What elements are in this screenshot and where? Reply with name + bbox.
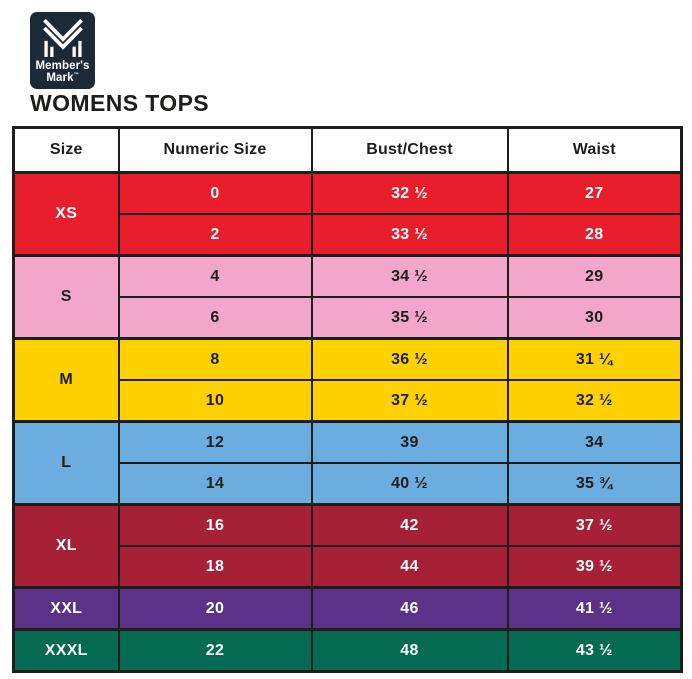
bust-chest-cell: 32 ½ bbox=[310, 171, 509, 215]
numeric-size-cell: 4 bbox=[117, 254, 313, 298]
table-row: XXL 20 46 41 ½ bbox=[12, 586, 683, 631]
numeric-size-cell: 14 bbox=[117, 462, 313, 506]
bust-chest-cell: 39 bbox=[310, 420, 509, 464]
page-title: WOMENS TOPS bbox=[30, 90, 210, 116]
size-label-xxl: XXL bbox=[12, 586, 120, 631]
bust-chest-cell: 35 ½ bbox=[310, 296, 509, 340]
waist-cell: 39 ½ bbox=[506, 545, 683, 589]
header-waist: Waist bbox=[506, 126, 683, 174]
table-row: L 12 39 34 bbox=[12, 420, 683, 506]
size-chart-container: Size Numeric Size Bust/Chest Waist XS 0 … bbox=[12, 126, 683, 673]
bust-chest-cell: 37 ½ bbox=[310, 379, 509, 423]
size-chart-table: Size Numeric Size Bust/Chest Waist XS 0 … bbox=[12, 126, 683, 673]
numeric-size-cell: 8 bbox=[117, 337, 313, 381]
bust-chest-cell: 46 bbox=[310, 586, 509, 631]
numeric-size-cell: 12 bbox=[117, 420, 313, 464]
bust-chest-cell: 33 ½ bbox=[310, 213, 509, 257]
table-row: S 4 34 ½ 29 bbox=[12, 254, 683, 340]
header-bust-chest: Bust/Chest bbox=[310, 126, 509, 174]
waist-cell: 41 ½ bbox=[506, 586, 683, 631]
size-label-xxxl: XXXL bbox=[12, 628, 120, 673]
brand-name: Member's Mark™ bbox=[35, 60, 89, 84]
members-mark-monogram-icon bbox=[42, 19, 83, 57]
table-row: XXXL 22 48 43 ½ bbox=[12, 628, 683, 673]
bust-chest-cell: 36 ½ bbox=[310, 337, 509, 381]
waist-cell: 31 ¼ bbox=[506, 337, 683, 381]
members-mark-logo: Member's Mark™ bbox=[30, 12, 95, 89]
size-label-xs: XS bbox=[12, 171, 120, 257]
size-label-xl: XL bbox=[12, 503, 120, 589]
table-row: 6 35 ½ 30 bbox=[13, 296, 683, 340]
table-row: XL 16 42 37 ½ bbox=[12, 503, 683, 589]
table-row: 14 40 ½ 35 ¾ bbox=[13, 462, 683, 506]
size-label-l: L bbox=[12, 420, 120, 506]
header-row: Size Numeric Size Bust/Chest Waist bbox=[12, 126, 683, 174]
bust-chest-cell: 42 bbox=[310, 503, 509, 547]
numeric-size-cell: 18 bbox=[117, 545, 313, 589]
header-numeric-size: Numeric Size bbox=[117, 126, 313, 174]
bust-chest-cell: 34 ½ bbox=[310, 254, 509, 298]
numeric-size-cell: 6 bbox=[117, 296, 313, 340]
size-label-m: M bbox=[12, 337, 120, 423]
table-row: 18 44 39 ½ bbox=[13, 545, 683, 589]
bust-chest-cell: 44 bbox=[310, 545, 509, 589]
waist-cell: 29 bbox=[506, 254, 683, 298]
numeric-size-cell: 16 bbox=[117, 503, 313, 547]
brand-line2: Mark™ bbox=[46, 72, 79, 85]
table-row: M 8 36 ½ 31 ¼ bbox=[12, 337, 683, 423]
brand-line1: Member's bbox=[35, 60, 90, 72]
waist-cell: 32 ½ bbox=[506, 379, 683, 423]
bust-chest-cell: 48 bbox=[310, 628, 509, 673]
trademark-symbol: ™ bbox=[73, 72, 79, 79]
waist-cell: 27 bbox=[506, 171, 683, 215]
size-label-s: S bbox=[12, 254, 120, 340]
header-size: Size bbox=[12, 126, 120, 174]
waist-cell: 30 bbox=[506, 296, 683, 340]
numeric-size-cell: 2 bbox=[117, 213, 313, 257]
waist-cell: 28 bbox=[506, 213, 683, 257]
waist-cell: 34 bbox=[506, 420, 683, 464]
table-row: 2 33 ½ 28 bbox=[13, 213, 683, 257]
bust-chest-cell: 40 ½ bbox=[310, 462, 509, 506]
waist-cell: 37 ½ bbox=[506, 503, 683, 547]
waist-cell: 35 ¾ bbox=[506, 462, 683, 506]
waist-cell: 43 ½ bbox=[506, 628, 683, 673]
table-row: 10 37 ½ 32 ½ bbox=[13, 379, 683, 423]
numeric-size-cell: 0 bbox=[117, 171, 313, 215]
numeric-size-cell: 22 bbox=[117, 628, 313, 673]
numeric-size-cell: 10 bbox=[117, 379, 313, 423]
table-row: XS 0 32 ½ 27 bbox=[12, 171, 683, 257]
numeric-size-cell: 20 bbox=[117, 586, 313, 631]
